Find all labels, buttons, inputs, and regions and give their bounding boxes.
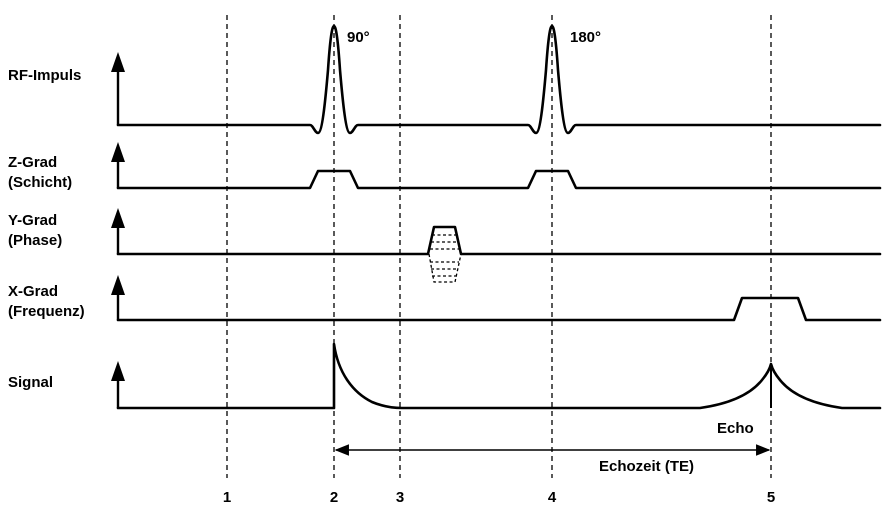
row-label-zgrad: Z-Grad — [8, 154, 57, 171]
row-label-ygrad: Y-Grad — [8, 212, 57, 229]
axis-arrow-rf — [111, 52, 125, 125]
row-sublabel-xgrad: (Frequenz) — [8, 303, 85, 320]
row-sublabel-ygrad: (Phase) — [8, 232, 62, 249]
axis-arrow-zgrad — [111, 142, 125, 188]
pulse-label-90: 90° — [347, 29, 370, 46]
signal-trace — [116, 342, 882, 410]
time-marker-2: 2 — [330, 489, 338, 506]
time-marker-5: 5 — [767, 489, 775, 506]
rf-trace — [116, 24, 882, 135]
xgrad-trace — [116, 296, 882, 322]
axis-arrow-signal — [111, 361, 125, 408]
axis-arrow-ygrad — [111, 208, 125, 254]
echo-label: Echo — [717, 420, 754, 437]
row-label-signal: Signal — [8, 374, 53, 391]
phase-encoding-steps — [428, 234, 462, 283]
time-marker-4: 4 — [548, 489, 557, 506]
time-marker-3: 3 — [396, 489, 404, 506]
ygrad-trace — [116, 225, 882, 256]
time-marker-1: 1 — [223, 489, 231, 506]
te-label: Echozeit (TE) — [599, 458, 694, 475]
row-sublabel-zgrad: (Schicht) — [8, 174, 72, 191]
axis-arrow-xgrad — [111, 275, 125, 320]
pulse-label-180: 180° — [570, 29, 601, 46]
row-label-xgrad: X-Grad — [8, 283, 58, 300]
zgrad-trace — [116, 169, 882, 190]
row-label-rf: RF-Impuls — [8, 67, 81, 84]
